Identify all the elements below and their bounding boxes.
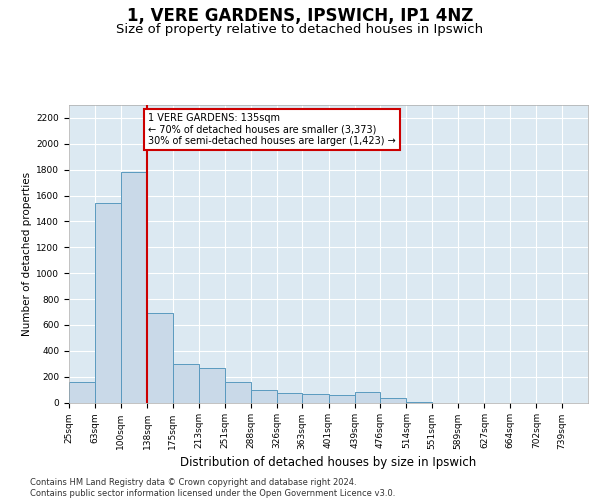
Text: 1, VERE GARDENS, IPSWICH, IP1 4NZ: 1, VERE GARDENS, IPSWICH, IP1 4NZ bbox=[127, 8, 473, 26]
Bar bbox=[355, 392, 380, 402]
Bar bbox=[199, 368, 225, 402]
Bar bbox=[329, 396, 355, 402]
Text: Size of property relative to detached houses in Ipswich: Size of property relative to detached ho… bbox=[116, 22, 484, 36]
Bar bbox=[173, 364, 199, 403]
Text: 1 VERE GARDENS: 135sqm
← 70% of detached houses are smaller (3,373)
30% of semi-: 1 VERE GARDENS: 135sqm ← 70% of detached… bbox=[148, 113, 396, 146]
Text: Contains HM Land Registry data © Crown copyright and database right 2024.
Contai: Contains HM Land Registry data © Crown c… bbox=[30, 478, 395, 498]
Bar bbox=[69, 382, 95, 402]
Bar bbox=[251, 390, 277, 402]
X-axis label: Distribution of detached houses by size in Ipswich: Distribution of detached houses by size … bbox=[181, 456, 476, 468]
Bar bbox=[302, 394, 329, 402]
Bar bbox=[277, 394, 302, 402]
Y-axis label: Number of detached properties: Number of detached properties bbox=[22, 172, 32, 336]
Bar bbox=[380, 398, 406, 402]
Bar bbox=[225, 382, 251, 402]
Bar bbox=[147, 313, 173, 402]
Bar bbox=[95, 204, 121, 402]
Bar bbox=[121, 172, 147, 402]
